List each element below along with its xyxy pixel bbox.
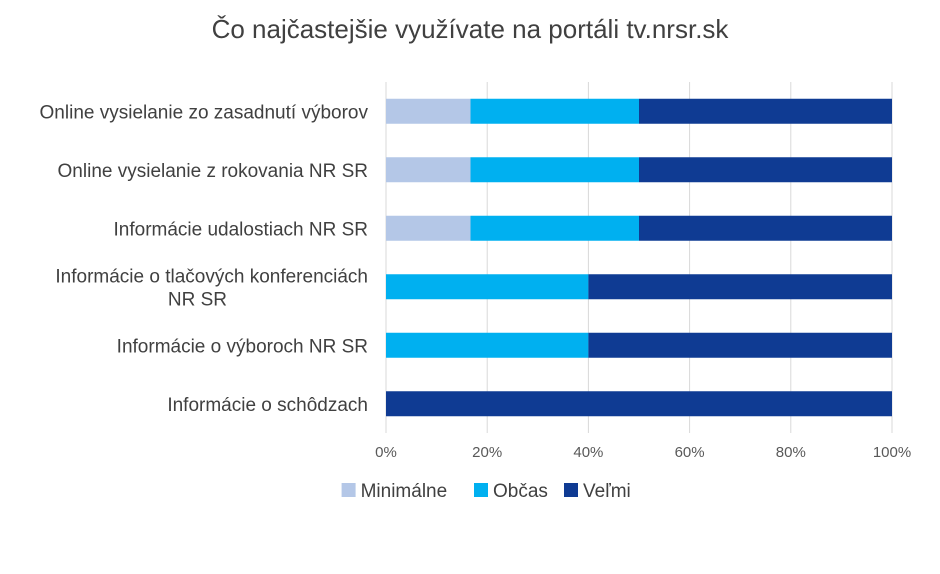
legend-label: Minimálne	[361, 481, 448, 502]
legend-label: Veľmi	[583, 481, 631, 502]
bar-layer	[386, 98, 892, 417]
category-label: Online vysielanie zo zasadnutí výborov	[40, 102, 369, 123]
legend-item: Občas	[474, 481, 548, 502]
bar-segment	[386, 215, 471, 241]
category-label: Informácie udalostiach NR SR	[114, 219, 369, 240]
grid-layer	[385, 82, 893, 433]
x-tick-label: 0%	[375, 444, 397, 461]
bar-segment	[470, 215, 639, 241]
category-label-line: Informácie o tlačových konferenciách	[55, 266, 368, 287]
bar-segment	[386, 157, 471, 183]
x-tick-label: 40%	[573, 444, 603, 461]
legend-swatch	[564, 483, 578, 497]
bar-segment	[639, 157, 892, 183]
legend-item: Minimálne	[341, 481, 448, 502]
bar-segment	[386, 391, 892, 417]
bar-segment	[470, 98, 639, 124]
x-tick-label: 60%	[675, 444, 705, 461]
category-label-line: Informácie udalostiach NR SR	[114, 219, 369, 240]
x-axis-ticks: 0% 20% 40% 60% 80% 100%	[375, 444, 911, 461]
bar-segment	[470, 157, 639, 183]
bar-segment	[386, 332, 589, 358]
category-labels: Online vysielanie zo zasadnutí výborov On…	[40, 102, 369, 416]
legend-item: Veľmi	[564, 481, 631, 502]
category-label: Informácie o výboroch NR SR	[117, 336, 368, 357]
x-tick-label: 80%	[776, 444, 806, 461]
bar-segment	[386, 274, 589, 300]
bar-segment	[639, 215, 892, 241]
category-label: Online vysielanie z rokovania NR SR	[58, 161, 368, 182]
legend-swatch	[341, 483, 356, 497]
category-label-line: Online vysielanie zo zasadnutí výborov	[40, 102, 369, 123]
bar-segment	[639, 98, 892, 124]
legend-swatch	[474, 483, 488, 497]
legend-label: Občas	[493, 481, 548, 502]
bar-segment	[588, 332, 892, 358]
category-label: Informácie o schôdzach	[167, 395, 368, 416]
legend: Minimálne Občas Veľmi	[341, 481, 631, 502]
category-label-line: Informácie o schôdzach	[167, 395, 368, 416]
category-label: Informácie o tlačových konferenciách NR S…	[55, 266, 368, 310]
bar-segment	[386, 98, 471, 124]
x-tick-label: 100%	[873, 444, 911, 461]
category-label-line: NR SR	[168, 289, 227, 310]
bar-segment	[588, 274, 892, 300]
category-label-line: Informácie o výboroch NR SR	[117, 336, 368, 357]
category-label-line: Online vysielanie z rokovania NR SR	[58, 161, 368, 182]
x-tick-label: 20%	[472, 444, 502, 461]
chart-title: Čo najčastejšie využívate na portáli tv.…	[212, 14, 730, 44]
